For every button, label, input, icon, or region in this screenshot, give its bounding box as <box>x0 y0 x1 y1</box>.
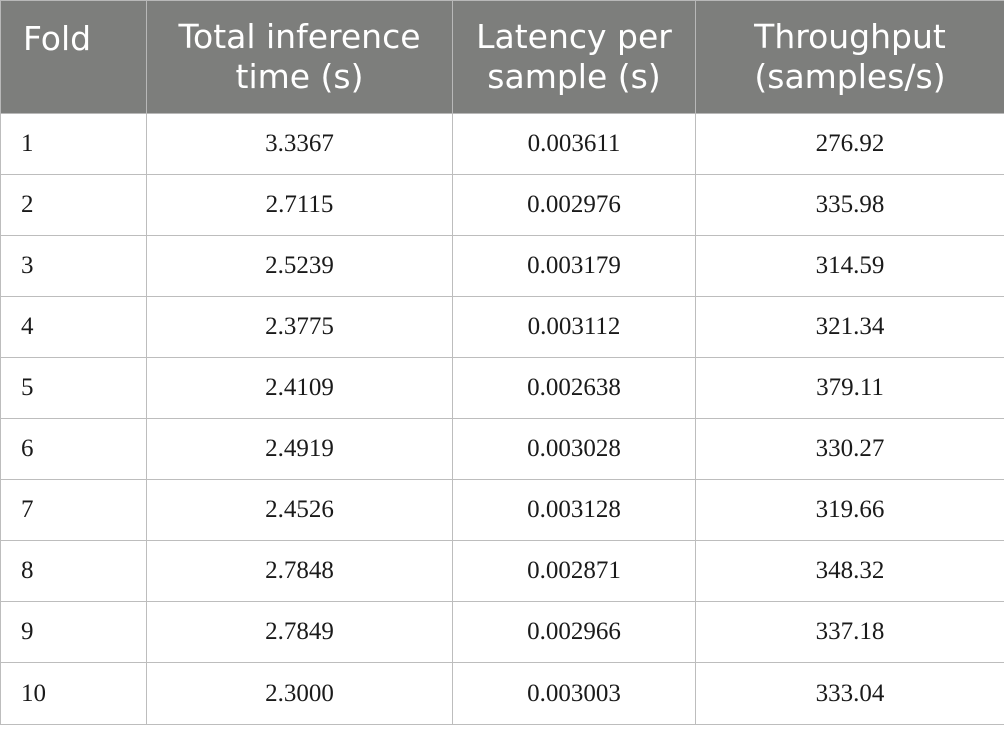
total-time-cell: 2.7848 <box>146 540 453 602</box>
fold-cell: 1 <box>0 113 147 175</box>
table-row: 10 2.3000 0.003003 333.04 <box>0 662 1004 725</box>
latency-cell: 0.003179 <box>452 235 696 297</box>
fold-cell: 2 <box>0 174 147 236</box>
table-row: 6 2.4919 0.003028 330.27 <box>0 418 1004 480</box>
table-row: 9 2.7849 0.002966 337.18 <box>0 601 1004 663</box>
throughput-cell: 330.27 <box>695 418 1004 480</box>
total-time-cell: 2.5239 <box>146 235 453 297</box>
latency-cell: 0.002976 <box>452 174 696 236</box>
table-row: 8 2.7848 0.002871 348.32 <box>0 540 1004 602</box>
latency-cell: 0.003028 <box>452 418 696 480</box>
header-row: Fold Total inference time (s) Latency pe… <box>0 0 1004 114</box>
total-time-cell: 2.4919 <box>146 418 453 480</box>
latency-cell: 0.003112 <box>452 296 696 358</box>
table-row: 2 2.7115 0.002976 335.98 <box>0 174 1004 236</box>
throughput-cell: 276.92 <box>695 113 1004 175</box>
header-latency-per-sample: Latency per sample (s) <box>452 0 696 114</box>
throughput-cell: 333.04 <box>695 662 1004 725</box>
throughput-cell: 337.18 <box>695 601 1004 663</box>
total-time-cell: 2.3000 <box>146 662 453 725</box>
throughput-cell: 319.66 <box>695 479 1004 541</box>
latency-cell: 0.003003 <box>452 662 696 725</box>
fold-cell: 4 <box>0 296 147 358</box>
table-row: 5 2.4109 0.002638 379.11 <box>0 357 1004 419</box>
total-time-cell: 2.4109 <box>146 357 453 419</box>
latency-cell: 0.003128 <box>452 479 696 541</box>
header-throughput: Throughput (samples/s) <box>695 0 1004 114</box>
throughput-cell: 314.59 <box>695 235 1004 297</box>
table-body: 1 3.3367 0.003611 276.92 2 2.7115 0.0029… <box>0 113 1004 725</box>
header-total-inference-time: Total inference time (s) <box>146 0 453 114</box>
table-row: 4 2.3775 0.003112 321.34 <box>0 296 1004 358</box>
header-fold: Fold <box>0 0 147 114</box>
table-row: 3 2.5239 0.003179 314.59 <box>0 235 1004 297</box>
fold-cell: 3 <box>0 235 147 297</box>
fold-cell: 8 <box>0 540 147 602</box>
inference-timing-table: Fold Total inference time (s) Latency pe… <box>0 0 1004 725</box>
throughput-cell: 335.98 <box>695 174 1004 236</box>
fold-cell: 9 <box>0 601 147 663</box>
fold-cell: 5 <box>0 357 147 419</box>
latency-cell: 0.003611 <box>452 113 696 175</box>
table-row: 7 2.4526 0.003128 319.66 <box>0 479 1004 541</box>
total-time-cell: 2.7115 <box>146 174 453 236</box>
latency-cell: 0.002871 <box>452 540 696 602</box>
table-header: Fold Total inference time (s) Latency pe… <box>0 0 1004 114</box>
fold-cell: 10 <box>0 662 147 725</box>
table-row: 1 3.3367 0.003611 276.92 <box>0 113 1004 175</box>
fold-cell: 7 <box>0 479 147 541</box>
throughput-cell: 379.11 <box>695 357 1004 419</box>
fold-cell: 6 <box>0 418 147 480</box>
total-time-cell: 2.4526 <box>146 479 453 541</box>
total-time-cell: 3.3367 <box>146 113 453 175</box>
latency-cell: 0.002638 <box>452 357 696 419</box>
throughput-cell: 348.32 <box>695 540 1004 602</box>
total-time-cell: 2.3775 <box>146 296 453 358</box>
throughput-cell: 321.34 <box>695 296 1004 358</box>
latency-cell: 0.002966 <box>452 601 696 663</box>
total-time-cell: 2.7849 <box>146 601 453 663</box>
